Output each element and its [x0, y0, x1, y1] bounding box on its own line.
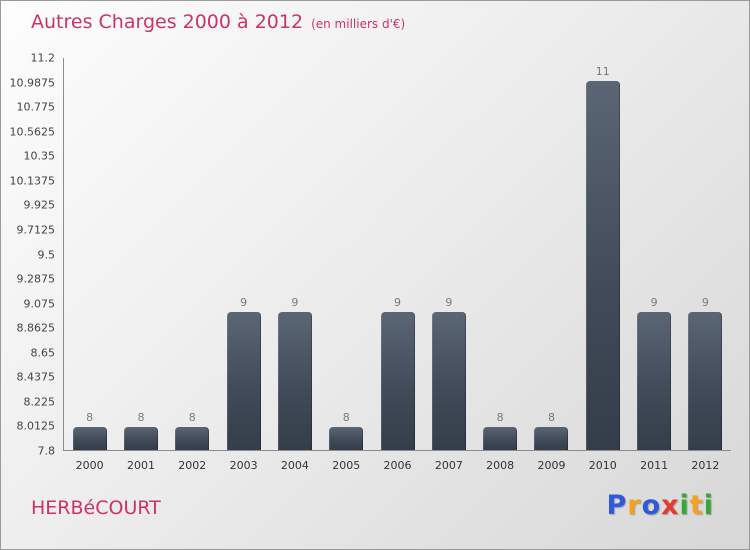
bar-group: 9 2004: [269, 58, 320, 472]
bar-group: 8 2009: [526, 58, 577, 472]
bar-value-label: 9: [701, 295, 709, 309]
y-tick-label: 8.0125: [16, 419, 56, 433]
bar: [637, 311, 672, 450]
x-axis-label: 2007: [434, 459, 463, 472]
bar-chart: 7.8 8.0125 8.225 8.4375 8.65 8.8625 9.075 9.287…: [1, 52, 736, 472]
x-axis-label: 2004: [280, 459, 309, 472]
bar-group: 8 2001: [115, 58, 166, 472]
bar-group: 9 2011: [628, 58, 679, 472]
bar-group: 11 2010: [577, 58, 628, 472]
bar: [585, 81, 620, 450]
bar-group: 9 2007: [423, 58, 474, 472]
y-tick-label: 9.925: [23, 198, 56, 212]
y-tick-label: 10.775: [16, 100, 56, 114]
y-tick-label: 8.4375: [16, 370, 56, 384]
y-tick-label: 9.5: [37, 248, 56, 261]
footer: HERBéCOURT Proxiti: [31, 490, 714, 521]
y-tick-label: 9.075: [23, 297, 56, 311]
bar-value-label: 8: [86, 410, 94, 424]
bar-value-label: 8: [496, 410, 504, 424]
bar-value-label: 9: [394, 295, 402, 309]
bar: [329, 426, 364, 450]
y-tick-label: 8.65: [30, 346, 56, 360]
bar-value-label: 11: [595, 65, 610, 79]
proxiti-logo: Proxiti: [606, 490, 714, 521]
y-tick-label: 8.225: [23, 395, 56, 409]
logo-letter: i: [703, 490, 714, 521]
bar-value-label: 9: [445, 295, 453, 309]
bar-group: 8 2008: [475, 58, 526, 472]
x-axis-label: 2010: [588, 459, 617, 472]
x-axis-label: 2012: [691, 459, 720, 472]
logo-letter: x: [661, 490, 680, 521]
bar: [123, 426, 158, 450]
x-axis-label: 2000: [75, 459, 104, 472]
plot-area: 8 2000 8 2001 8 2002 9 2003 9 2004 8 2005 9 2006 9 2007…: [63, 58, 731, 472]
bar-group: 8 2000: [64, 58, 115, 472]
bar: [277, 311, 312, 450]
bar: [175, 426, 210, 450]
bar-group: 8 2002: [167, 58, 218, 472]
y-tick-label: 7.8: [37, 444, 56, 458]
chart-subtitle: (en milliers d'€): [311, 17, 406, 31]
bar-value-label: 8: [547, 410, 555, 424]
x-axis-label: 2003: [229, 459, 258, 472]
logo-letter: r: [627, 490, 642, 521]
logo-letter: t: [689, 490, 704, 521]
y-tick-label: 9.7125: [16, 223, 56, 237]
bar: [226, 311, 261, 450]
company-name: HERBéCOURT: [31, 497, 161, 519]
bar: [380, 311, 415, 450]
x-axis-label: 2008: [486, 459, 515, 472]
y-tick-label: 10.1375: [9, 174, 56, 188]
y-tick-label: 11.2: [30, 51, 56, 65]
bar: [431, 311, 466, 450]
x-axis-label: 2002: [178, 459, 207, 472]
x-axis-label: 2009: [537, 459, 566, 472]
logo-letter: o: [641, 490, 662, 521]
bar-group: 9 2003: [218, 58, 269, 472]
x-axis-label: 2006: [383, 459, 412, 472]
bar-group: 9 2012: [680, 58, 731, 472]
y-tick-label: 10.9875: [9, 76, 56, 90]
chart-header: Autres Charges 2000 à 2012 (en milliers d…: [31, 11, 405, 33]
x-axis-label: 2001: [126, 459, 155, 472]
bar: [688, 311, 723, 450]
bar-group: 9 2006: [372, 58, 423, 472]
y-tick-label: 10.35: [23, 149, 56, 163]
y-tick-label: 10.5625: [9, 125, 56, 139]
y-axis: 7.8 8.0125 8.225 8.4375 8.65 8.8625 9.075 9.287…: [1, 52, 63, 458]
bar-group: 8 2005: [321, 58, 372, 472]
bar-value-label: 8: [342, 410, 350, 424]
bar-value-label: 9: [240, 295, 248, 309]
bar-value-label: 8: [137, 410, 145, 424]
y-tick-label: 9.2875: [16, 272, 56, 286]
bar-value-label: 9: [291, 295, 299, 309]
bar: [534, 426, 569, 450]
bar-value-label: 8: [188, 410, 196, 424]
x-axis-label: 2011: [640, 459, 669, 472]
x-axis-label: 2005: [332, 459, 361, 472]
logo-letter: i: [679, 490, 690, 521]
chart-title: Autres Charges 2000 à 2012: [31, 11, 304, 33]
y-tick-label: 8.8625: [16, 321, 56, 335]
bar: [72, 426, 107, 450]
bar: [483, 426, 518, 450]
logo-letter: P: [606, 490, 628, 521]
bar-value-label: 9: [650, 295, 658, 309]
